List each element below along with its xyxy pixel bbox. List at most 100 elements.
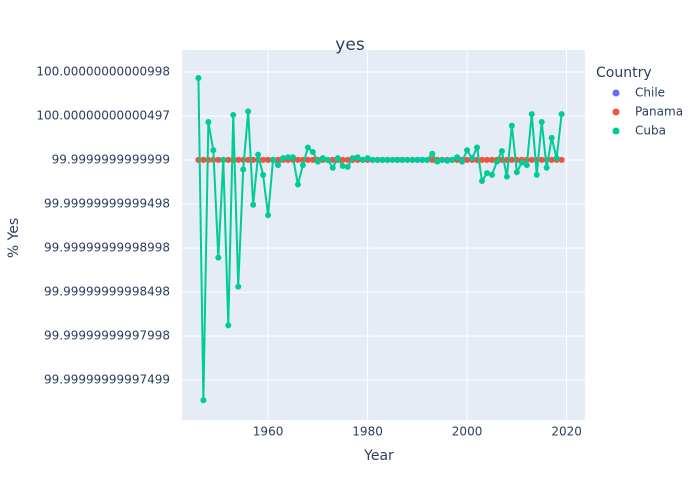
y-tick-label: 99.99999999997499 (44, 373, 170, 387)
marker (513, 169, 520, 176)
marker (309, 156, 316, 163)
marker (543, 164, 550, 171)
marker (359, 156, 366, 163)
legend-marker[interactable] (612, 127, 620, 135)
y-tick-label: 100.00000000000998 (36, 65, 170, 79)
marker (354, 154, 361, 161)
legend-label[interactable]: Cuba (635, 124, 666, 138)
legend-label[interactable]: Panama (635, 105, 683, 119)
marker (518, 159, 525, 166)
chart-title: yes (335, 35, 365, 55)
marker (349, 155, 356, 162)
marker (488, 156, 495, 163)
x-tick-label: 2000 (452, 425, 483, 439)
marker (528, 111, 535, 118)
marker (424, 156, 431, 163)
marker (528, 156, 535, 163)
marker (225, 322, 232, 329)
marker (394, 156, 401, 163)
marker (250, 201, 257, 208)
legend-marker[interactable] (612, 108, 620, 116)
marker (265, 212, 272, 219)
marker (464, 147, 471, 154)
marker (329, 164, 336, 171)
legend-label[interactable]: Chile (635, 86, 665, 100)
marks (195, 75, 565, 404)
legend-marker[interactable] (612, 89, 620, 97)
y-axis-title: % Yes (6, 218, 22, 258)
marker (384, 156, 391, 163)
marker (245, 108, 252, 115)
marker (314, 158, 321, 165)
marker (538, 118, 545, 125)
marker (493, 158, 500, 165)
marker (279, 155, 286, 162)
marker (399, 156, 406, 163)
marker (215, 254, 222, 261)
marker (474, 144, 481, 151)
marker (294, 156, 301, 163)
marker (449, 156, 456, 163)
marker (454, 154, 461, 161)
marker (230, 111, 237, 118)
marker (240, 166, 247, 173)
marker (483, 156, 490, 163)
marker (215, 156, 222, 163)
marker (409, 156, 416, 163)
x-tick-label: 2020 (551, 425, 582, 439)
marker (294, 181, 301, 188)
marker (508, 156, 515, 163)
marker (503, 173, 510, 180)
marker (245, 156, 252, 163)
y-tick-label: 99.99999999998498 (44, 285, 170, 299)
marker (429, 156, 436, 163)
marker (469, 155, 476, 162)
marker (508, 122, 515, 129)
marker (324, 156, 331, 163)
marker (334, 155, 341, 162)
marker (389, 156, 396, 163)
marker (434, 158, 441, 165)
marker (364, 155, 371, 162)
marker (309, 148, 316, 155)
marker (479, 156, 486, 163)
marker (548, 134, 555, 141)
marker (459, 158, 466, 165)
x-axis-title: Year (363, 448, 394, 464)
marker (319, 155, 326, 162)
marker (255, 151, 262, 158)
marker (275, 162, 282, 169)
y-tick-label: 99.99999999999498 (44, 197, 170, 211)
y-tick-label: 99.99999999998998 (44, 241, 170, 255)
y-tick-label: 99.9999999999999 (52, 152, 170, 166)
marker (270, 156, 277, 163)
marker (265, 156, 272, 163)
marker (304, 156, 311, 163)
marker (344, 163, 351, 170)
marker (210, 147, 217, 154)
marker (444, 157, 451, 164)
marker (379, 156, 386, 163)
y-tick-label: 100.00000000000497 (36, 109, 170, 123)
marker (205, 118, 212, 125)
marker (369, 156, 376, 163)
marker (439, 156, 446, 163)
legend-title: Country (596, 65, 652, 81)
marker (553, 155, 560, 162)
marker (195, 75, 202, 82)
marker (488, 171, 495, 178)
marker (533, 171, 540, 178)
marker (225, 156, 232, 163)
marker (558, 156, 565, 163)
marker (260, 156, 267, 163)
marker (523, 162, 530, 169)
marker (538, 156, 545, 163)
marker (299, 162, 306, 169)
marker (429, 150, 436, 157)
marker (284, 154, 291, 161)
marker (339, 156, 346, 163)
marker (374, 156, 381, 163)
marker (235, 156, 242, 163)
marker (339, 162, 346, 169)
marker (558, 111, 565, 118)
